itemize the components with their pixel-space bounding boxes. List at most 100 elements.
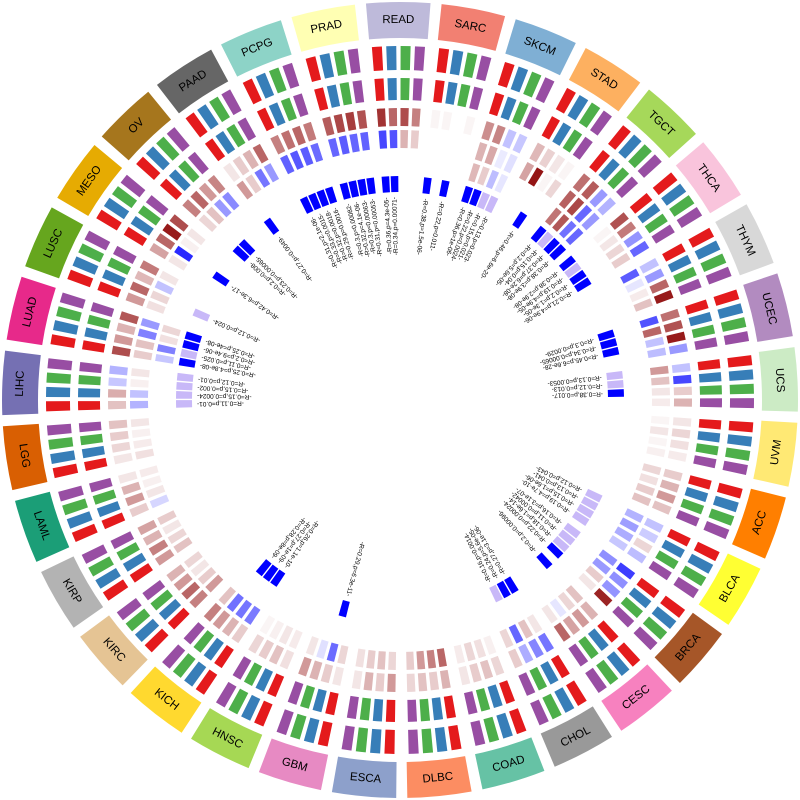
track-bar xyxy=(676,207,703,229)
mark-brca xyxy=(552,536,570,553)
heat-cell xyxy=(235,599,253,619)
heat-cell xyxy=(599,234,619,252)
heat-cell xyxy=(145,484,166,499)
track-bar xyxy=(145,195,169,216)
track-bar xyxy=(518,672,536,696)
sector-label-sarc: SARC xyxy=(453,18,487,36)
heat-cell xyxy=(198,214,217,233)
track-bar xyxy=(529,666,548,691)
heat-cell xyxy=(125,492,145,507)
track-bar xyxy=(475,687,491,712)
sector-label-lihc: LIHC xyxy=(14,370,27,397)
track-bar xyxy=(449,50,464,76)
heat-cell xyxy=(416,650,426,670)
heat-cell xyxy=(278,625,294,645)
track-bar xyxy=(510,66,529,93)
track-bar xyxy=(89,477,113,493)
heat-cell xyxy=(223,162,241,182)
track-bar xyxy=(589,110,612,136)
track-bar xyxy=(134,618,160,643)
heat-cell xyxy=(366,650,376,669)
mark-pcpg xyxy=(308,192,322,211)
track-bar xyxy=(673,266,697,284)
corr-label-paad: -R=0.27,p=0.0049- xyxy=(277,235,315,283)
sector-stad xyxy=(568,48,641,112)
track-bar xyxy=(688,311,713,327)
track-bar xyxy=(46,423,72,436)
heat-cell xyxy=(142,475,162,488)
heat-cell xyxy=(134,270,155,286)
heat-cell xyxy=(182,199,202,218)
track-bar xyxy=(629,192,653,214)
sector-dlbc xyxy=(406,756,472,798)
mark-read xyxy=(381,176,390,193)
track-bar xyxy=(185,112,208,138)
track-bar xyxy=(159,178,183,201)
mark-luad xyxy=(180,348,198,360)
heat-cell xyxy=(203,602,222,622)
track-bar xyxy=(102,579,129,601)
heat-cell xyxy=(663,468,683,482)
track-bar xyxy=(606,651,630,676)
track-bar xyxy=(111,186,138,209)
heat-cell xyxy=(131,428,151,438)
track-bar xyxy=(694,337,718,351)
heat-cell xyxy=(463,641,476,662)
track-bar xyxy=(578,102,601,128)
track-bar xyxy=(372,698,384,722)
heat-cell xyxy=(452,113,464,133)
heat-cell xyxy=(552,213,570,232)
heat-cell xyxy=(553,622,571,642)
mark-thca xyxy=(574,277,592,293)
track-bar xyxy=(728,369,754,381)
heat-cell xyxy=(186,228,206,246)
heat-cell xyxy=(166,564,186,582)
track-bar xyxy=(346,695,359,719)
track-bar xyxy=(326,84,341,108)
heat-cell xyxy=(388,651,397,670)
heat-cell xyxy=(565,227,584,246)
mark-brca xyxy=(563,522,581,539)
track-bar xyxy=(96,209,122,231)
track-bar xyxy=(242,78,262,105)
heat-cell xyxy=(167,528,187,544)
track-bar xyxy=(144,628,169,653)
track-bar xyxy=(566,680,587,706)
track-bar xyxy=(120,174,146,198)
track-bar xyxy=(633,626,658,651)
heat-cell xyxy=(494,173,509,194)
track-bar xyxy=(226,124,246,148)
track-bar xyxy=(50,334,76,348)
heat-cell xyxy=(601,579,621,598)
heat-cell xyxy=(631,492,652,507)
heat-cell xyxy=(349,133,360,153)
track-bar xyxy=(660,595,686,618)
heat-cell xyxy=(376,108,386,127)
track-bar xyxy=(695,443,719,456)
heat-cell xyxy=(327,137,340,158)
track-bar xyxy=(167,607,190,630)
mark-cesc xyxy=(536,552,553,570)
track-bar xyxy=(523,71,542,98)
heat-cell xyxy=(557,591,576,611)
track-bar xyxy=(58,485,84,502)
corr-label-sarc: -R=0.38,p=1.5e-06- xyxy=(415,198,429,255)
track-bar xyxy=(66,511,93,529)
heat-cell xyxy=(154,280,175,295)
heat-cell xyxy=(116,322,136,335)
track-bar xyxy=(113,245,137,264)
sector-prad xyxy=(291,4,359,52)
heat-cell xyxy=(620,268,640,284)
corr-label-gbm: -R=0.29,p=6.3e-11- xyxy=(344,541,365,597)
track-bar xyxy=(325,691,339,716)
heat-cell xyxy=(332,666,344,686)
heat-cell xyxy=(565,585,584,604)
track-bar xyxy=(667,254,692,273)
heat-cell xyxy=(615,562,636,580)
heat-cell xyxy=(149,243,169,260)
heat-cell xyxy=(453,644,466,664)
track-bar xyxy=(92,489,117,505)
track-bar xyxy=(255,668,274,692)
sector-lusc xyxy=(25,207,84,279)
track-bar xyxy=(59,292,86,309)
